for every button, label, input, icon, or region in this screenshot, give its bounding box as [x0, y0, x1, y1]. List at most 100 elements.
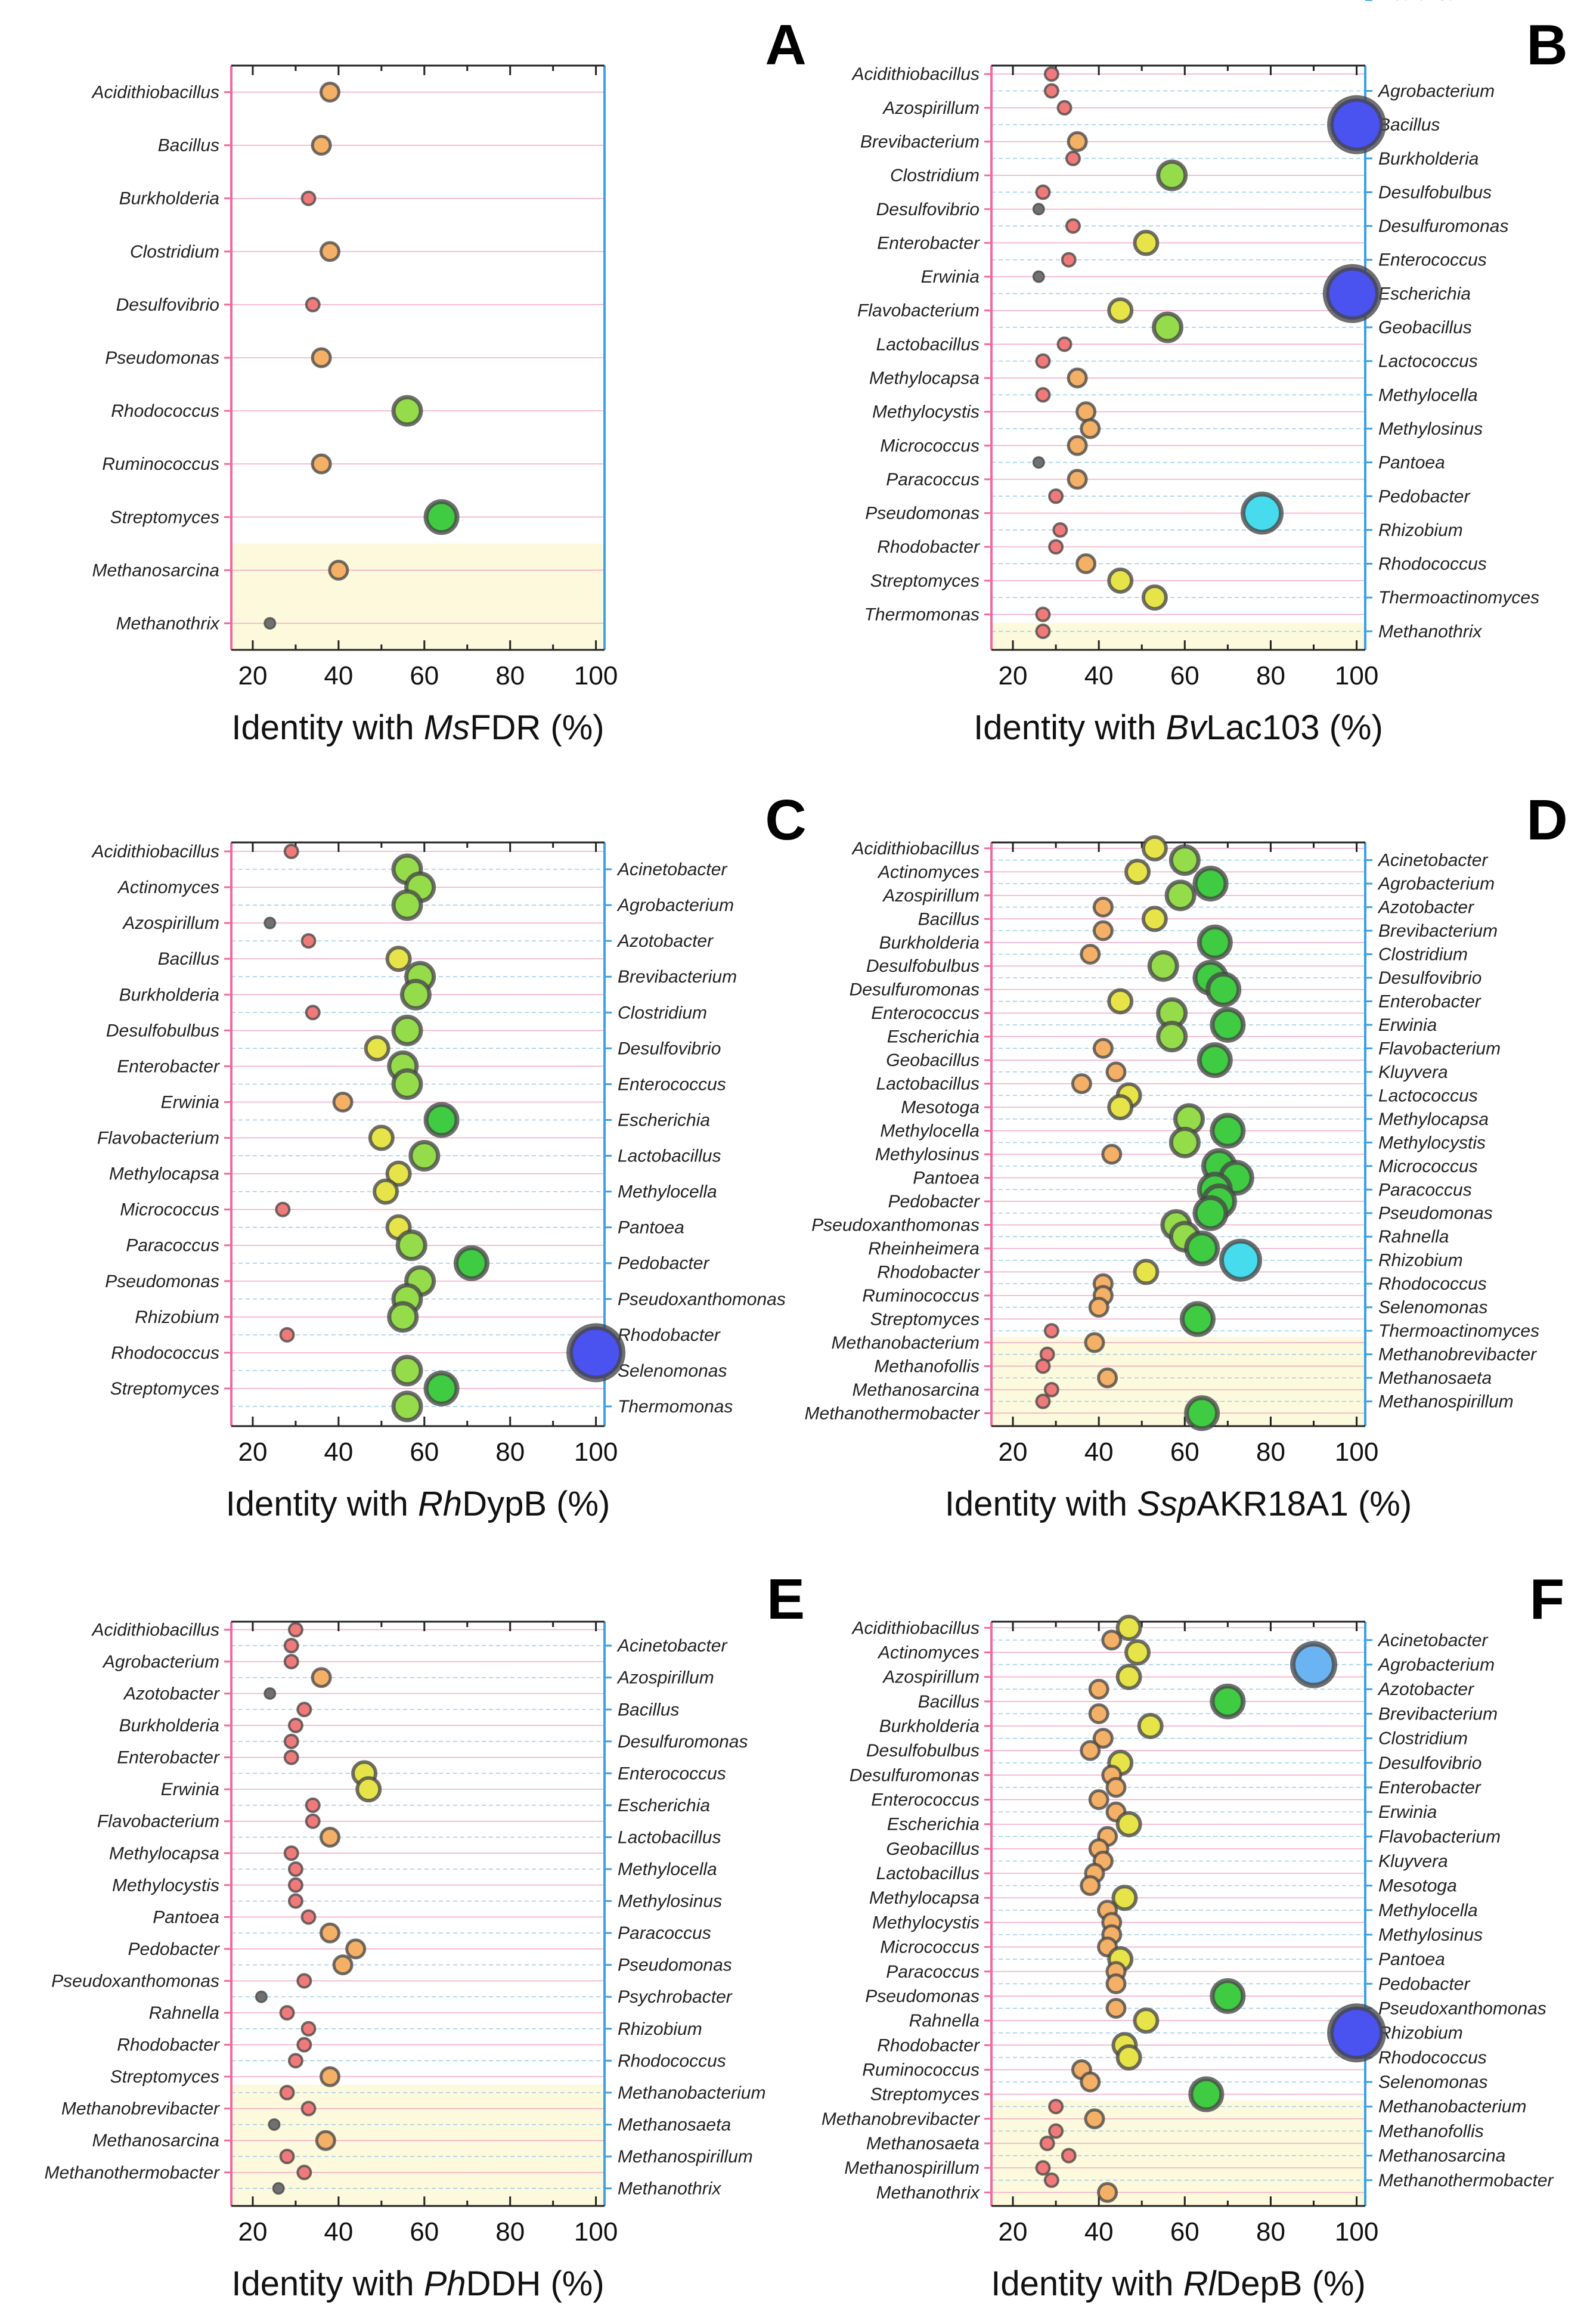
y-tick-label-left: Burkholderia — [119, 985, 219, 1005]
data-point-methanosarcina — [328, 559, 349, 581]
y-tick-label-right: Methylocella — [1378, 385, 1478, 405]
y-tick-label-left: Methanofollis — [874, 1356, 980, 1376]
data-point-methanothrix — [1035, 623, 1051, 639]
data-point-flavobacterium — [305, 1813, 321, 1829]
y-tick-label-left: Enterobacter — [877, 233, 980, 253]
y-tick-label-right: Methanothrix — [1378, 0, 1482, 4]
data-point-methylocapsa — [1067, 367, 1088, 389]
data-point-pseudomonas — [1210, 1978, 1246, 2014]
y-tick-label-right: Burkholderia — [1378, 149, 1478, 169]
data-point-azospirillum — [264, 916, 277, 929]
x-tick-label: 60 — [410, 661, 439, 690]
data-point-rhizobium — [387, 1301, 419, 1333]
data-point-agrobacterium — [1192, 866, 1229, 902]
y-tick-label-right: Desulfobulbus — [1378, 182, 1492, 202]
y-tick-label-right: Bacillus — [618, 1700, 679, 1719]
y-tick-label-left: Micrococcus — [880, 436, 980, 455]
x-tick-label: 40 — [1084, 2217, 1114, 2246]
data-point-lactobacillus — [319, 1826, 340, 1848]
data-point-bacillus — [311, 135, 332, 156]
data-point-methanobacterium — [279, 2084, 295, 2100]
data-point-escherichia — [305, 1797, 321, 1813]
y-tick-label-right: Geobacillus — [1378, 318, 1472, 337]
data-point-desulfobulbus — [391, 1014, 423, 1046]
y-tick-label-left: Methanosarcina — [92, 2131, 219, 2151]
y-tick-label-left: Flavobacterium — [857, 301, 980, 321]
data-point-psychrobacter — [255, 1990, 268, 2003]
data-point-methanothermobacter — [1043, 2172, 1059, 2188]
x-axis-label: Identity with BvLac103 (%) — [974, 708, 1383, 747]
y-tick-label-left: Bacillus — [918, 1692, 980, 1712]
y-tick-label-right: Pseudoxanthomonas — [1378, 1999, 1546, 2019]
y-tick-label-left: Azospirillum — [882, 886, 980, 906]
data-point-clostridium — [1156, 159, 1188, 191]
y-tick-label-right: Methanobrevibacter — [1378, 1345, 1537, 1365]
data-point-methylocella — [373, 1178, 399, 1205]
y-tick-label-right: Methylosinus — [1378, 419, 1483, 439]
data-point-burkholderia — [1065, 150, 1081, 166]
x-tick-label: 80 — [1256, 1437, 1285, 1467]
data-point-methanosaeta — [1097, 1367, 1118, 1389]
panel-label: B — [1526, 13, 1567, 77]
y-tick-label-left: Rhizobium — [135, 1307, 219, 1327]
data-point-enterobacter — [283, 1749, 299, 1765]
data-point-desulfuromonas — [1205, 971, 1242, 1008]
y-tick-label-right: Enterobacter — [1378, 1778, 1481, 1798]
x-tick-label: 40 — [324, 1437, 353, 1467]
y-tick-label-left: Streptomyces — [870, 1309, 980, 1329]
y-tick-label-left: Methylocystis — [872, 402, 980, 422]
y-tick-label-left: Methylocapsa — [869, 1888, 980, 1908]
y-tick-label-right: Acinetobacter — [1377, 851, 1488, 870]
y-tick-label-right: Kluyvera — [1378, 1851, 1448, 1871]
y-tick-label-right: Rhodococcus — [1378, 1274, 1487, 1294]
data-point-pseudoxanthomonas — [1105, 1998, 1127, 2019]
y-tick-label-left: Enterococcus — [871, 1003, 980, 1023]
data-point-thermomonas — [391, 1390, 423, 1423]
y-tick-label-left: Acidithiobacillus — [851, 839, 980, 859]
data-point-rhizobium — [300, 2021, 317, 2037]
y-tick-label-left: Geobacillus — [886, 1051, 980, 1070]
data-point-methanobacterium — [1048, 2099, 1064, 2115]
data-point-rhodobacter — [1048, 539, 1064, 555]
y-tick-label-right: Lactobacillus — [618, 1827, 721, 1847]
data-point-pantoea — [300, 1909, 317, 1925]
y-tick-label-right: Methanothrix — [1378, 622, 1482, 642]
y-tick-label-left: Rhodococcus — [111, 401, 219, 421]
x-axis-label-prefix: Identity with — [226, 1485, 418, 1523]
y-tick-label-left: Methanosarcina — [853, 1380, 980, 1400]
data-point-acidithiobacillus — [283, 844, 299, 860]
x-axis-label-suffix: DDH (%) — [466, 2264, 605, 2303]
data-point-rhodobacter — [279, 1327, 295, 1343]
y-tick-label-left: Flavobacterium — [97, 1812, 219, 1832]
data-point-methanosaeta — [1039, 2136, 1055, 2151]
y-tick-label-left: Methanospirillum — [844, 2158, 980, 2178]
y-tick-label-left: Paracoccus — [126, 1236, 219, 1256]
y-tick-label-left: Pseudomonas — [865, 1987, 980, 2006]
y-tick-label-left: Rhodobacter — [877, 2035, 980, 2055]
data-point-bacillus — [385, 946, 412, 972]
data-point-lactobacillus — [408, 1140, 441, 1172]
x-tick-label: 40 — [324, 661, 353, 690]
y-tick-label-left: Erwinia — [161, 1092, 219, 1112]
x-axis-label-enzyme-prefix: Ssp — [1137, 1485, 1197, 1523]
data-point-flavobacterium — [368, 1124, 395, 1151]
y-tick-label-right: Agrobacterium — [1377, 81, 1495, 101]
y-tick-label-right: Methylocella — [618, 1182, 717, 1202]
x-tick-label: 60 — [1170, 1437, 1199, 1467]
y-tick-label-right: Thermoactinomyces — [1378, 1321, 1539, 1341]
y-tick-label-right: Methanosaeta — [618, 2115, 731, 2134]
data-point-rahnella — [1133, 2007, 1160, 2034]
y-tick-label-left: Methanobacterium — [832, 1333, 980, 1353]
data-point-methylosinus — [287, 1893, 303, 1909]
x-tick-label: 80 — [495, 2217, 525, 2246]
y-tick-label-right: Paracoccus — [618, 1923, 711, 1943]
x-tick-label: 20 — [999, 661, 1028, 690]
y-tick-label-left: Burkholderia — [119, 189, 219, 209]
y-tick-label-right: Agrobacterium — [1377, 874, 1495, 894]
y-tick-label-right: Methanosarcina — [1378, 2146, 1505, 2166]
y-tick-label-right: Enterobacter — [1378, 991, 1481, 1011]
panel-label: C — [765, 788, 806, 852]
y-tick-label-right: Rahnella — [1378, 1227, 1449, 1247]
data-point-pedobacter — [1105, 1973, 1127, 1994]
y-tick-label-left: Enterobacter — [117, 1056, 220, 1076]
